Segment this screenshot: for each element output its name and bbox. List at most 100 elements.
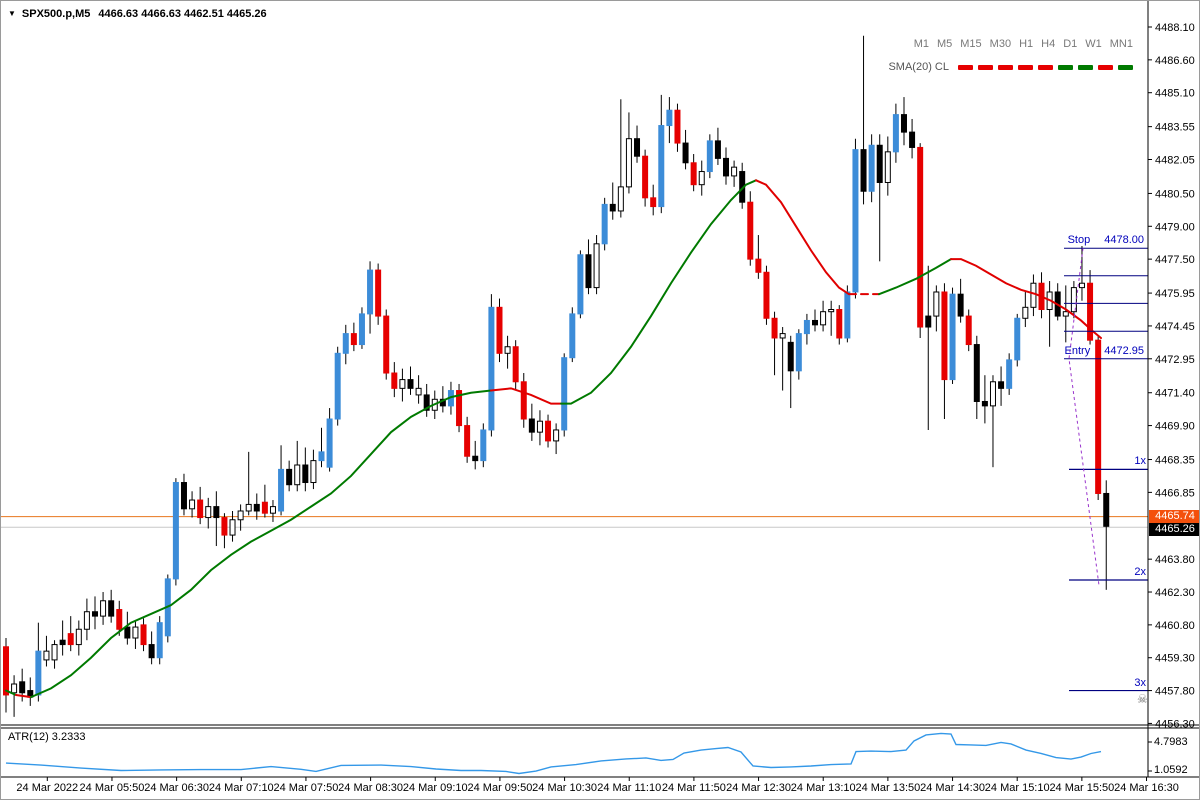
tab-M1[interactable]: M1 [913,38,929,50]
price-tick-label: 4488.10 [1155,22,1195,34]
candle-body [132,626,139,639]
candle-body [884,151,891,183]
legend-dash [1078,65,1093,70]
candle-body [172,482,179,580]
candle-body [933,291,940,317]
candle-body [787,341,794,372]
candle-body [828,309,835,313]
price-tick-label: 4463.80 [1155,554,1195,566]
candle-body [59,639,66,646]
time-tick-label: 24 Mar 07:10 [209,782,274,794]
candle-body [407,379,414,389]
time-tick-label: 24 Mar 07:50 [274,782,339,794]
candle-body [998,381,1005,389]
chart-title-symbol: SPX500.p,M5 [21,8,91,20]
candle-body [1078,282,1085,289]
candle-body [1022,306,1029,319]
candle-body [836,309,843,339]
candle-body [488,306,495,431]
candle-body [941,291,948,381]
candle-body [957,293,964,317]
candle-body [925,315,932,328]
time-tick-label: 24 Mar 11:10 [597,782,661,794]
atr-line [5,732,1102,775]
candle-body [3,646,9,696]
tab-H4[interactable]: H4 [1041,38,1056,50]
candle-body [415,387,422,396]
price-tick-label: 4459.30 [1155,653,1195,665]
price-tick-label: 4460.80 [1155,620,1195,632]
candle-body [674,109,681,144]
legend-dash [1018,65,1033,70]
candle-body [803,319,810,335]
price-tick-label: 4474.45 [1155,321,1195,333]
sma-legend: SMA(20) CL [888,61,1133,74]
candle-body [1062,311,1069,317]
candle-body [464,425,471,457]
candle-body [148,644,155,659]
time-tick-label: 24 Mar 10:30 [532,782,597,794]
price-tick-label: 4475.95 [1155,288,1195,300]
candle-body [350,333,357,346]
time-tick-label: 24 Mar 09:10 [403,782,468,794]
stop-price-text: 4478.00 [1104,234,1144,246]
price-tick-label: 4479.00 [1155,221,1195,233]
candle-body [755,258,762,273]
candle-body [690,162,697,186]
price-tick-label: 4471.40 [1155,388,1195,400]
tab-M5[interactable]: M5 [936,38,953,50]
candle-body [666,109,673,127]
sma-line [878,258,952,296]
entry-price-text: 4472.95 [1104,345,1144,357]
candle-body [569,313,576,359]
candle-body [723,157,730,177]
tab-MN1[interactable]: MN1 [1109,38,1133,50]
candle-body [706,140,713,173]
tab-M30[interactable]: M30 [989,38,1012,50]
tab-H1[interactable]: H1 [1019,38,1034,50]
sma-legend-line-sample [958,65,1133,70]
candle-body [852,149,859,293]
time-tick-label: 24 Mar 15:50 [1049,782,1114,794]
candle-body [812,319,818,326]
candle-body [326,418,333,468]
price-tick-label: 4485.10 [1155,88,1195,100]
target-1x-label[interactable]: 1x [1134,455,1146,467]
sma-line [560,179,757,405]
candle-body [116,609,123,630]
target-2x-label[interactable]: 2x [1134,566,1146,578]
candle-body [472,455,479,462]
candle-body [237,510,244,521]
time-tick-label: 24 Mar 06:30 [144,782,209,794]
candle-body [83,611,90,630]
candle-body [43,650,50,661]
candle-body [981,400,988,407]
entry-label[interactable]: Entry 4472.95 [1062,345,1146,358]
time-tick-label: 24 Mar 08:30 [338,782,403,794]
legend-dash [958,65,973,70]
candle-body [989,381,996,407]
candle-body [302,464,309,484]
candle-body [1006,359,1013,389]
candle-body [795,333,802,372]
entry-label-text: Entry [1064,345,1091,357]
target-3x-label[interactable]: 3x [1134,677,1146,689]
sma-legend-label: SMA(20) CL [888,61,949,73]
price-tick-label: 4483.55 [1155,122,1195,134]
candle-body [261,501,268,514]
candle-body [900,114,907,133]
tab-M15[interactable]: M15 [960,38,982,50]
tab-D1[interactable]: D1 [1063,38,1078,50]
candle-body [868,144,875,192]
candle-body [609,203,616,212]
stop-label[interactable]: Stop 4478.00 [1062,234,1146,247]
price-tick-label: 4466.85 [1155,487,1195,499]
candle-body [585,254,592,289]
tab-W1[interactable]: W1 [1085,38,1102,50]
price-tick-label: 4456.30 [1155,718,1195,730]
candle-body [294,464,301,486]
symbol-dropdown-icon[interactable]: ▼ [8,9,16,18]
candle-body [747,201,754,260]
candle-body [601,203,608,245]
